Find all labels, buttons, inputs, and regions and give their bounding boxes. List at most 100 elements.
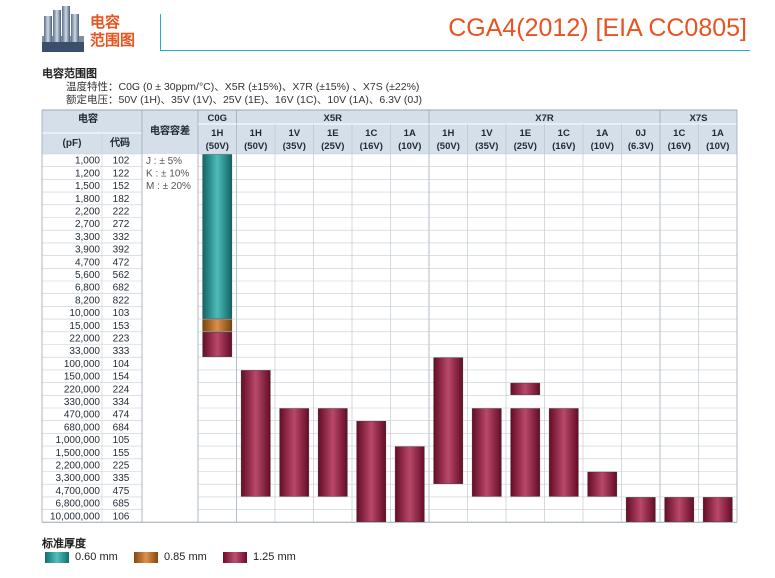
group-header-x7r: X7R [535, 113, 554, 124]
row-code: 105 [113, 435, 130, 446]
row-value: 3,900 [75, 245, 100, 256]
row-value: 15,000 [69, 321, 100, 332]
range-bar-3 [240, 370, 271, 497]
row-value: 330,000 [64, 397, 101, 408]
range-bar-7 [394, 446, 425, 523]
column-code-4: 1C [365, 128, 377, 139]
title-divider-tick [160, 14, 161, 51]
range-bar-10 [510, 382, 541, 396]
row-code: 392 [113, 245, 130, 256]
voltage-spec: 额定电压：50V (1H)、35V (1V)、25V (1E)、16V (1C)… [66, 94, 422, 106]
legend-swatch-1-25mm [223, 552, 247, 563]
range-bar-13 [587, 471, 618, 497]
group-header-c0g: C0G [207, 113, 227, 124]
title-divider-rule [160, 50, 750, 51]
row-value: 3,300,000 [56, 473, 101, 484]
group-header-x7s: X7S [690, 113, 708, 124]
row-code: 474 [113, 410, 130, 421]
row-code: 223 [113, 334, 130, 345]
row-code: 333 [113, 346, 130, 357]
page-title: CGA4(2012) [EIA CC0805] [448, 14, 747, 42]
row-code: 106 [113, 511, 130, 522]
group-header-x5r: X5R [324, 113, 343, 124]
section-title: 电容范围图 [42, 68, 97, 80]
column-voltage-7: (35V) [475, 141, 498, 152]
row-code: 472 [113, 257, 130, 268]
category-title: 电容 范围图 [90, 14, 135, 50]
row-code: 102 [113, 156, 130, 167]
column-voltage-1: (50V) [244, 141, 267, 152]
unit-header: (pF) [63, 138, 82, 149]
row-code: 224 [113, 384, 130, 395]
range-bar-6 [356, 421, 387, 523]
row-value: 22,000 [69, 334, 100, 345]
row-code: 122 [113, 168, 130, 179]
row-value: 1,000 [75, 156, 100, 167]
tolerance-header: 电容容差 [150, 124, 190, 137]
range-bar-5 [317, 408, 348, 497]
range-bar-12 [548, 408, 579, 497]
row-value: 470,000 [64, 410, 101, 421]
range-bar-15 [664, 497, 695, 522]
table-header-background [42, 110, 737, 154]
column-code-3: 1E [327, 128, 339, 139]
column-voltage-5: (10V) [398, 141, 421, 152]
column-code-9: 1C [558, 128, 570, 139]
tolerance-item: K : ± 10% [146, 169, 189, 180]
row-value: 3,300 [75, 232, 100, 243]
row-value: 1,800 [75, 194, 100, 205]
row-value: 10,000 [69, 308, 100, 319]
row-value: 8,200 [75, 295, 100, 306]
row-code: 225 [113, 461, 130, 472]
column-code-13: 1A [712, 128, 724, 139]
column-code-10: 1A [596, 128, 608, 139]
range-bar-4 [279, 408, 310, 497]
row-value: 33,000 [69, 346, 100, 357]
row-value: 1,200 [75, 168, 100, 179]
column-voltage-9: (16V) [552, 141, 575, 152]
row-value: 1,000,000 [56, 435, 101, 446]
row-code: 103 [113, 308, 130, 319]
capacitance-header: 电容 [78, 112, 98, 125]
tolerance-item: J : ± 5% [146, 156, 182, 167]
legend-label-1-25mm: 1.25 mm [253, 551, 296, 563]
column-voltage-2: (35V) [283, 141, 306, 152]
legend-swatch-0-85mm [134, 552, 158, 563]
range-bar-14 [625, 497, 656, 522]
row-value: 4,700,000 [56, 486, 101, 497]
row-code: 562 [113, 270, 130, 281]
tolerance-item: M : ± 20% [146, 181, 191, 192]
temperature-spec: 温度特性：C0G (0 ± 30ppm/°C)、X5R (±15%)、X7R (… [66, 81, 420, 93]
row-value: 680,000 [64, 422, 101, 433]
column-code-0: 1H [211, 128, 223, 139]
row-code: 222 [113, 207, 130, 218]
column-voltage-8: (25V) [514, 141, 537, 152]
row-value: 2,200,000 [56, 461, 101, 472]
column-code-6: 1H [442, 128, 454, 139]
row-value: 1,500 [75, 181, 100, 192]
row-value: 6,800,000 [56, 499, 101, 510]
column-voltage-12: (16V) [668, 141, 691, 152]
column-voltage-11: (6.3V) [628, 141, 654, 152]
row-code: 822 [113, 295, 130, 306]
row-value: 5,600 [75, 270, 100, 281]
row-code: 104 [113, 359, 130, 370]
column-voltage-10: (10V) [591, 141, 614, 152]
column-code-5: 1A [404, 128, 416, 139]
row-value: 2,200 [75, 207, 100, 218]
row-code: 335 [113, 473, 130, 484]
range-bar-9 [471, 408, 502, 497]
column-code-1: 1H [250, 128, 262, 139]
column-code-11: 0J [635, 128, 646, 139]
range-bar-2 [202, 332, 233, 357]
column-code-7: 1V [481, 128, 493, 139]
row-code: 182 [113, 194, 130, 205]
range-bar-11 [510, 408, 541, 497]
row-code: 154 [113, 372, 130, 383]
legend-label-0-60mm: 0.60 mm [75, 551, 118, 563]
row-value: 2,700 [75, 219, 100, 230]
row-code: 153 [113, 321, 130, 332]
row-value: 220,000 [64, 384, 101, 395]
column-voltage-4: (16V) [360, 141, 383, 152]
